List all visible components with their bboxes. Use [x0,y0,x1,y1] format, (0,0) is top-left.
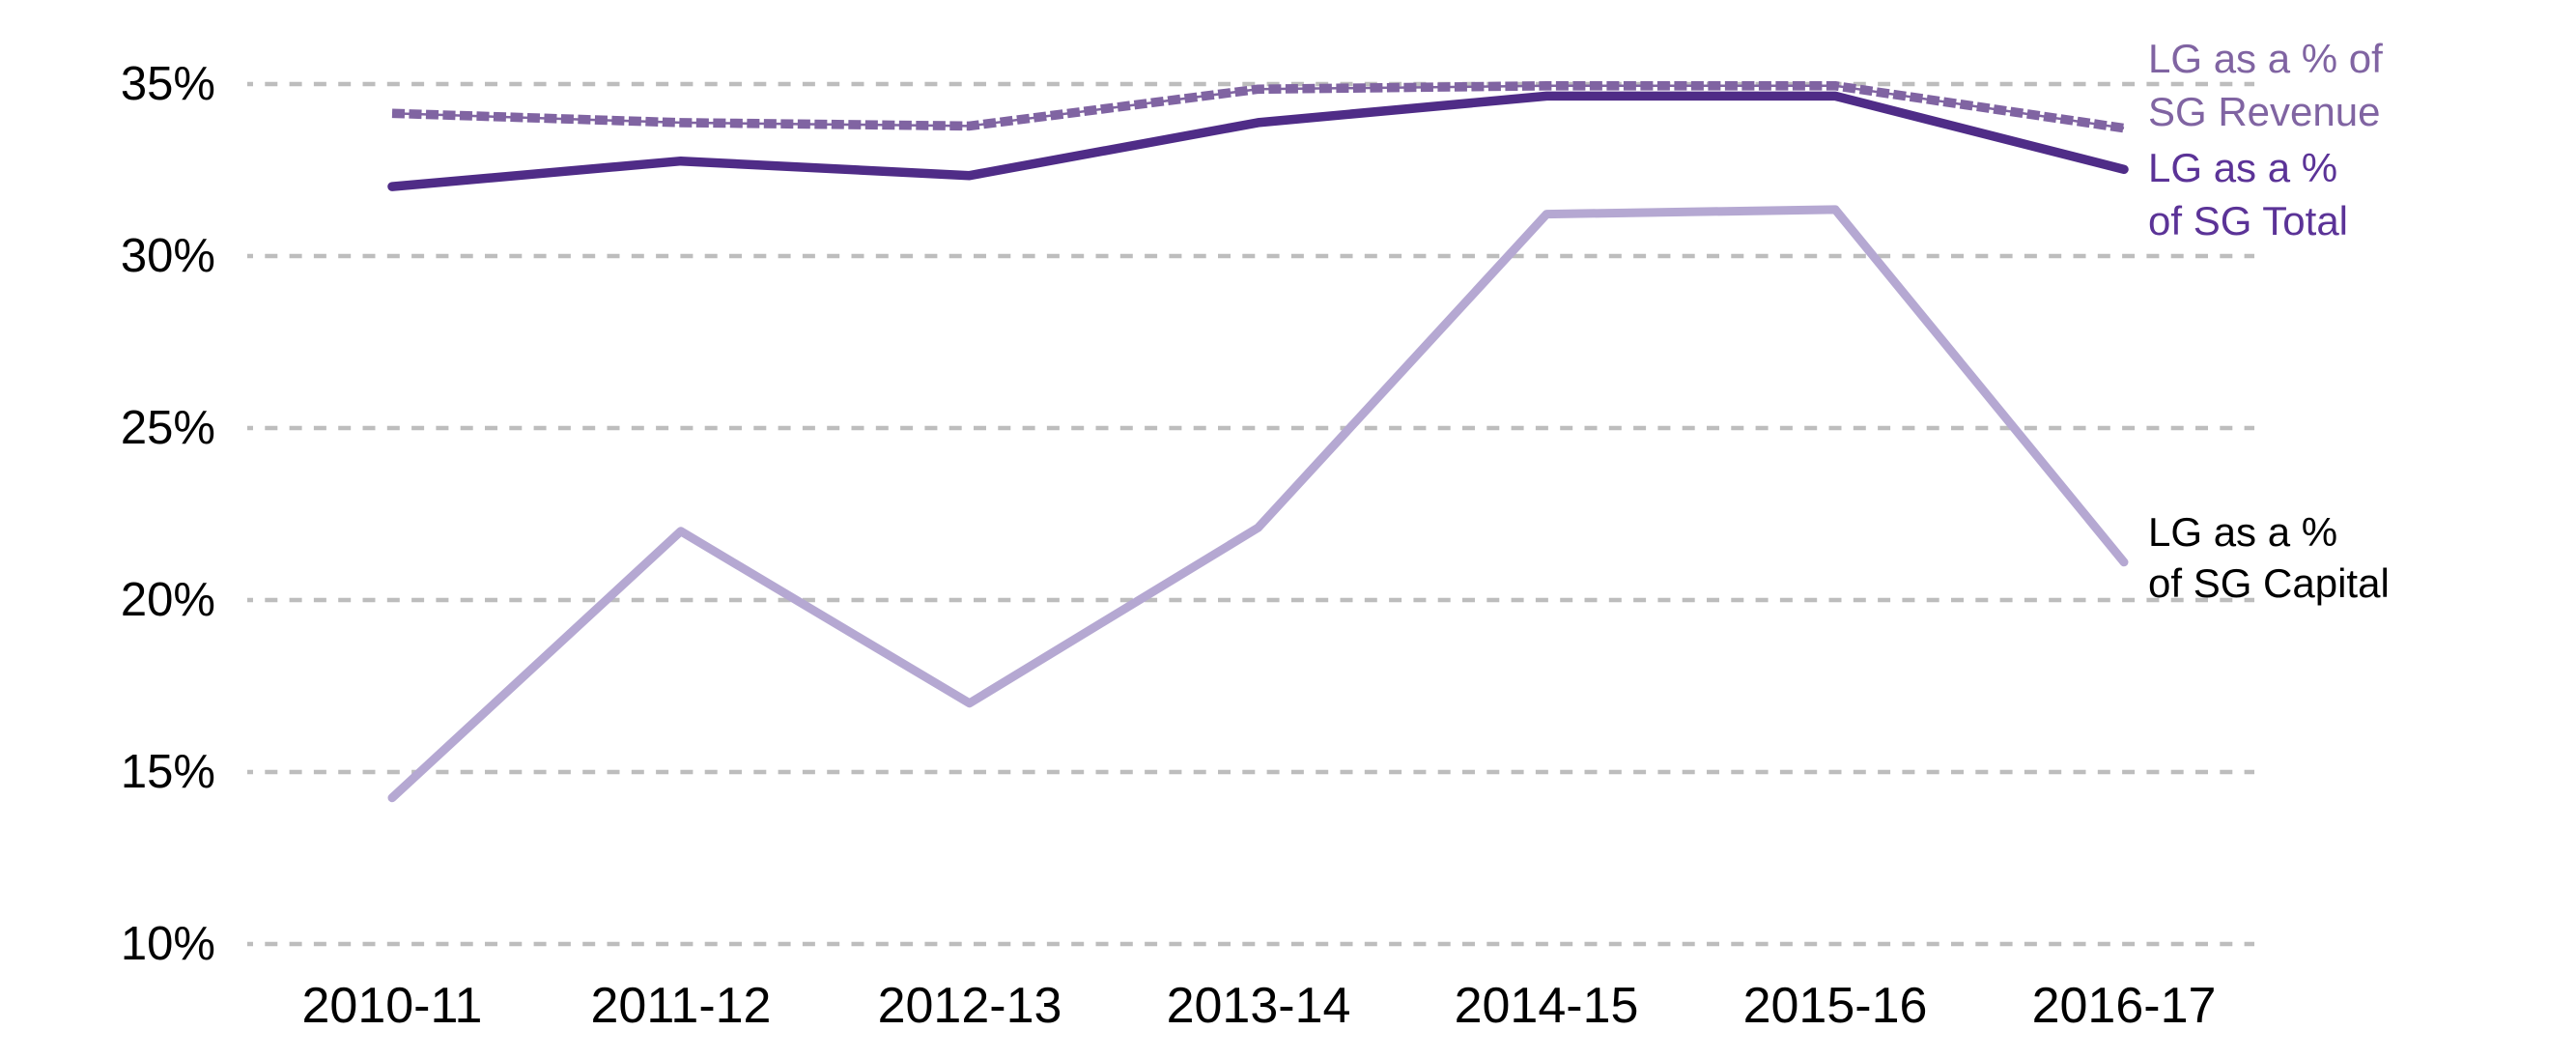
svg-text:of SG Capital: of SG Capital [2148,560,2390,606]
svg-text:LG as a %: LG as a % [2148,509,2337,555]
svg-text:2010-11: 2010-11 [302,978,483,1034]
svg-text:10%: 10% [121,918,215,970]
svg-text:2011-12: 2011-12 [591,978,772,1034]
svg-text:2013-14: 2013-14 [1167,978,1351,1034]
svg-text:SG Revenue: SG Revenue [2148,89,2380,134]
svg-text:LG as a % of: LG as a % of [2148,36,2383,81]
svg-text:20%: 20% [121,574,215,626]
svg-text:2012-13: 2012-13 [878,978,1062,1034]
svg-text:2016-17: 2016-17 [2032,978,2217,1034]
svg-text:25%: 25% [121,402,215,454]
svg-text:of SG Total: of SG Total [2148,198,2348,243]
svg-text:2015-16: 2015-16 [1743,978,1928,1034]
svg-text:15%: 15% [121,746,215,798]
svg-text:35%: 35% [121,58,215,110]
svg-text:2014-15: 2014-15 [1455,978,1639,1034]
svg-text:LG as a %: LG as a % [2148,145,2337,190]
svg-text:30%: 30% [121,230,215,282]
